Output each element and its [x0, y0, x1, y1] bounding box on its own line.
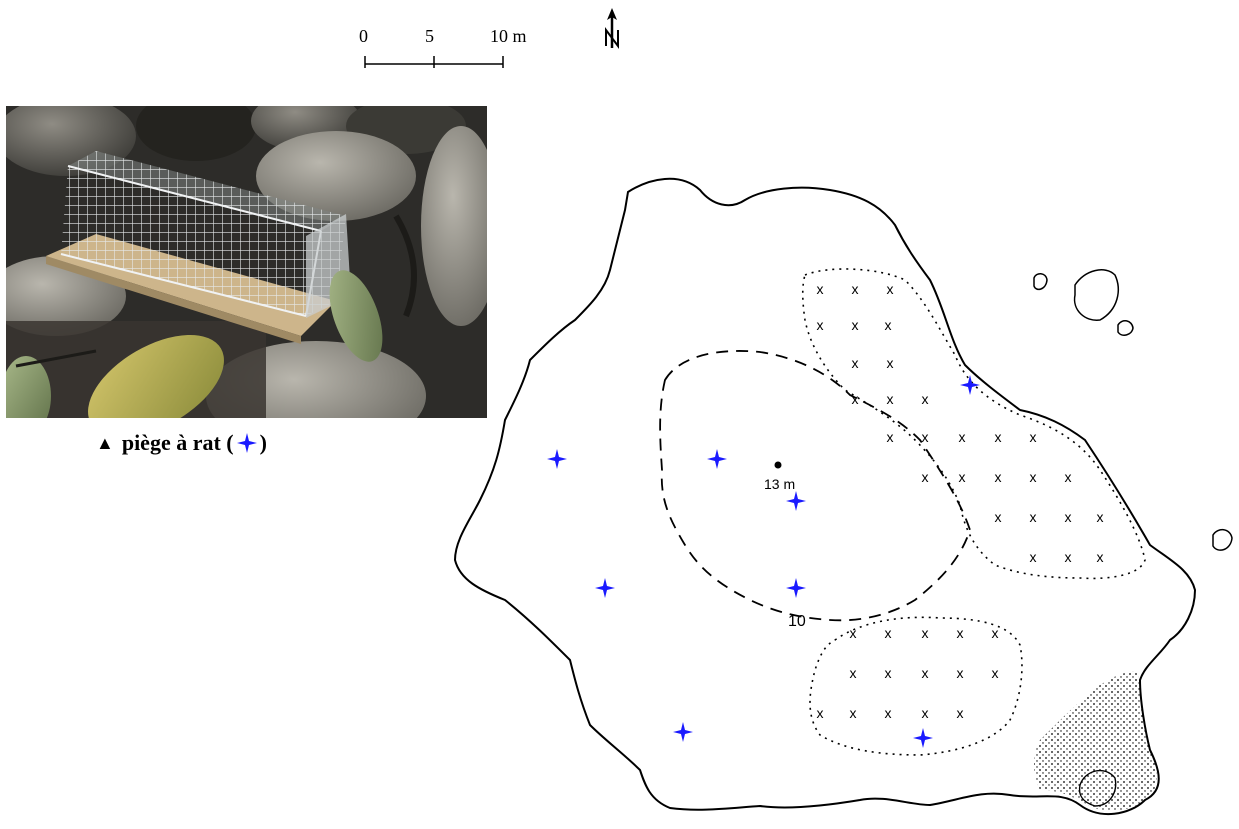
contour-10m	[659, 350, 971, 622]
vegetation-x-marker: x	[922, 625, 929, 641]
trap-marker-icon	[913, 728, 933, 748]
vegetation-x-marker: x	[922, 705, 929, 721]
vegetation-x-marker: x	[1065, 469, 1072, 485]
triangle-pointer-icon: ▲	[96, 432, 114, 453]
scale-label-5: 5	[425, 26, 434, 46]
vegetation-x-marker: x	[957, 625, 964, 641]
vegetation-x-marker: x	[957, 705, 964, 721]
vegetation-x-marker: x	[957, 665, 964, 681]
vegetation-x-marker: x	[817, 281, 824, 297]
islet	[1073, 269, 1119, 321]
vegetation-x-marker: x	[922, 429, 929, 445]
scale-label-10m: 10 m	[490, 26, 527, 46]
islet	[1212, 529, 1233, 551]
vegetation-x-marker: x	[922, 665, 929, 681]
vegetation-x-marker: x	[992, 625, 999, 641]
island-coastline	[453, 177, 1197, 816]
vegetation-x-marker: x	[922, 391, 929, 407]
vegetation-x-marker: x	[1097, 509, 1104, 525]
vegetation-x-marker: x	[887, 391, 894, 407]
rat-trap-photo	[6, 106, 487, 418]
vegetation-zone-upper	[801, 268, 1146, 580]
trap-marker-icon	[786, 491, 806, 511]
vegetation-x-marker: x	[885, 665, 892, 681]
vegetation-x-marker: x	[817, 705, 824, 721]
vegetation-x-marker: x	[887, 355, 894, 371]
vegetation-x-marker: x	[1030, 429, 1037, 445]
scale-bar-line	[364, 56, 504, 68]
vegetation-x-marker: x	[995, 509, 1002, 525]
islet	[1117, 320, 1134, 336]
vegetation-x-marker: x	[1065, 549, 1072, 565]
vegetation-x-marker: x	[992, 665, 999, 681]
trap-marker-icon	[595, 578, 615, 598]
scale-bar: 0 5 10 m	[355, 18, 555, 78]
trap-marker-icon	[786, 578, 806, 598]
contour-label: 10	[788, 613, 806, 630]
vegetation-x-marker: x	[959, 429, 966, 445]
summit-label: 13 m	[764, 476, 795, 492]
blue-cross-star-icon	[236, 433, 257, 453]
island-map: 10 13 m x x xx x xx xx x xx x x x xx x x x xx x x xx x xx x x x…	[453, 177, 1233, 816]
scale-label-0: 0	[359, 26, 368, 46]
vegetation-x-marker: x	[1097, 549, 1104, 565]
vegetation-zone-lower	[809, 616, 1023, 756]
vegetation-markers: x x x x x x x x x x x x x x x x x x x x x x x x x x x x x x x x x x x x x x x x…	[817, 281, 1104, 721]
vegetation-x-marker: x	[1030, 549, 1037, 565]
rock-outline	[1078, 769, 1117, 807]
islet	[1033, 273, 1048, 291]
vegetation-x-marker: x	[850, 665, 857, 681]
vegetation-x-marker: x	[922, 469, 929, 485]
caption-text: piège à rat (	[121, 430, 234, 455]
vegetation-x-marker: x	[1065, 509, 1072, 525]
vegetation-x-marker: x	[852, 281, 859, 297]
vegetation-x-marker: x	[887, 429, 894, 445]
vegetation-x-marker: x	[1030, 469, 1037, 485]
vegetation-x-marker: x	[887, 281, 894, 297]
vegetation-x-marker: x	[850, 625, 857, 641]
vegetation-x-marker: x	[817, 317, 824, 333]
trap-marker-icon	[673, 722, 693, 742]
vegetation-x-marker: x	[852, 317, 859, 333]
trap-marker-icon	[707, 449, 727, 469]
stippled-zone	[1034, 671, 1157, 812]
vegetation-x-marker: x	[885, 317, 892, 333]
trap-marker-icon	[547, 449, 567, 469]
vegetation-x-marker: x	[995, 429, 1002, 445]
caption-close-paren: )	[259, 430, 267, 455]
vegetation-x-marker: x	[852, 391, 859, 407]
vegetation-x-marker: x	[885, 705, 892, 721]
summit-point	[774, 461, 782, 469]
photo-caption: ▲ piège à rat ( )	[96, 430, 267, 456]
north-arrow-icon	[605, 8, 619, 49]
vegetation-x-marker: x	[852, 355, 859, 371]
trap-markers	[547, 375, 980, 748]
trap-marker-icon	[960, 375, 980, 395]
vegetation-x-marker: x	[959, 469, 966, 485]
vegetation-x-marker: x	[885, 625, 892, 641]
vegetation-x-marker: x	[1030, 509, 1037, 525]
vegetation-x-marker: x	[995, 469, 1002, 485]
vegetation-x-marker: x	[850, 705, 857, 721]
